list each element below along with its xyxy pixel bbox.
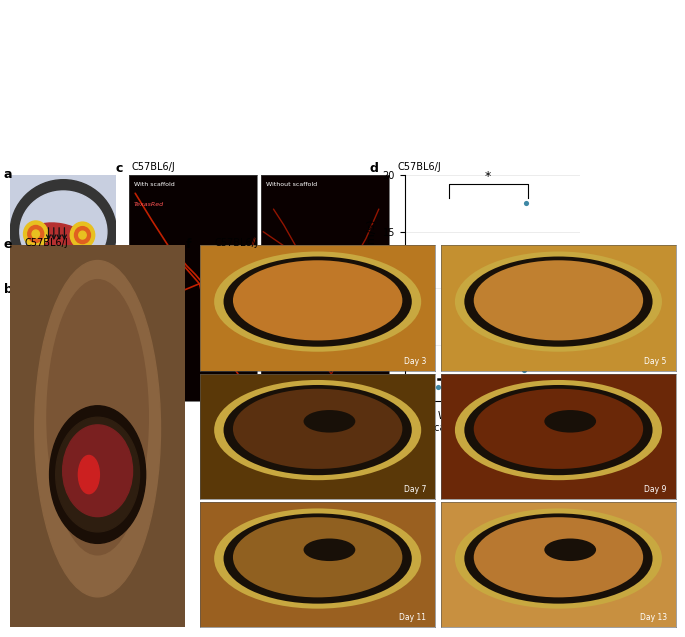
- Ellipse shape: [214, 252, 421, 352]
- Text: TexasRed: TexasRed: [134, 203, 164, 207]
- Text: Day 13: Day 13: [640, 613, 667, 622]
- Point: [522, 280, 533, 290]
- Text: c: c: [116, 162, 123, 175]
- Circle shape: [75, 227, 90, 243]
- Bar: [21, 319, 105, 365]
- Point: [440, 374, 451, 384]
- Ellipse shape: [223, 513, 412, 604]
- Ellipse shape: [474, 517, 643, 598]
- Ellipse shape: [474, 389, 643, 469]
- Ellipse shape: [545, 410, 596, 433]
- Ellipse shape: [33, 223, 88, 250]
- Text: Day 11: Day 11: [399, 613, 426, 622]
- Text: Day 5: Day 5: [645, 357, 667, 366]
- Point: [530, 300, 540, 310]
- Text: Day 7: Day 7: [403, 485, 426, 494]
- Ellipse shape: [20, 191, 107, 273]
- Ellipse shape: [55, 417, 140, 532]
- Circle shape: [23, 221, 48, 247]
- Text: Day 9: Day 9: [645, 485, 667, 494]
- Ellipse shape: [223, 385, 412, 475]
- Y-axis label: Tissue movement (μm/s): Tissue movement (μm/s): [367, 219, 377, 357]
- Ellipse shape: [464, 513, 653, 604]
- Ellipse shape: [35, 261, 160, 597]
- Ellipse shape: [233, 517, 402, 598]
- Text: C57BL6/J: C57BL6/J: [214, 238, 258, 248]
- Ellipse shape: [223, 257, 412, 347]
- FancyBboxPatch shape: [99, 327, 115, 355]
- Ellipse shape: [303, 410, 356, 433]
- Circle shape: [32, 230, 40, 238]
- Ellipse shape: [455, 252, 662, 352]
- Text: C57BL6/J: C57BL6/J: [398, 162, 442, 171]
- Ellipse shape: [455, 380, 662, 480]
- Text: e: e: [3, 238, 12, 250]
- Text: With scaffold: With scaffold: [134, 182, 175, 187]
- Text: a: a: [4, 168, 12, 182]
- Ellipse shape: [47, 280, 148, 555]
- Ellipse shape: [464, 257, 653, 347]
- Point: [438, 375, 449, 385]
- Point: [447, 378, 458, 389]
- FancyBboxPatch shape: [12, 308, 115, 376]
- Ellipse shape: [455, 508, 662, 609]
- Ellipse shape: [49, 406, 146, 543]
- Ellipse shape: [545, 538, 596, 561]
- Text: C57BL6/J: C57BL6/J: [132, 162, 175, 171]
- Ellipse shape: [214, 508, 421, 609]
- Text: d: d: [370, 162, 379, 175]
- Text: Without scaffold: Without scaffold: [266, 182, 317, 187]
- Ellipse shape: [233, 261, 402, 340]
- FancyBboxPatch shape: [9, 327, 25, 355]
- Ellipse shape: [233, 389, 402, 469]
- Text: C57BL6/J: C57BL6/J: [24, 238, 68, 248]
- Circle shape: [71, 222, 95, 248]
- Ellipse shape: [63, 425, 133, 517]
- Ellipse shape: [214, 380, 421, 480]
- Point: [450, 359, 461, 369]
- Circle shape: [28, 225, 44, 243]
- Text: f: f: [186, 238, 191, 251]
- Point: [521, 198, 532, 208]
- Ellipse shape: [464, 385, 653, 475]
- Ellipse shape: [10, 180, 116, 283]
- Ellipse shape: [303, 538, 356, 561]
- Text: b: b: [4, 283, 13, 296]
- Point: [513, 289, 524, 299]
- Ellipse shape: [474, 261, 643, 340]
- Text: *: *: [485, 170, 491, 183]
- Circle shape: [79, 231, 86, 239]
- Text: Day 3: Day 3: [403, 357, 426, 366]
- Point: [433, 382, 444, 392]
- Point: [519, 364, 530, 375]
- Point: [440, 373, 451, 383]
- Point: [514, 303, 525, 313]
- Ellipse shape: [78, 455, 99, 494]
